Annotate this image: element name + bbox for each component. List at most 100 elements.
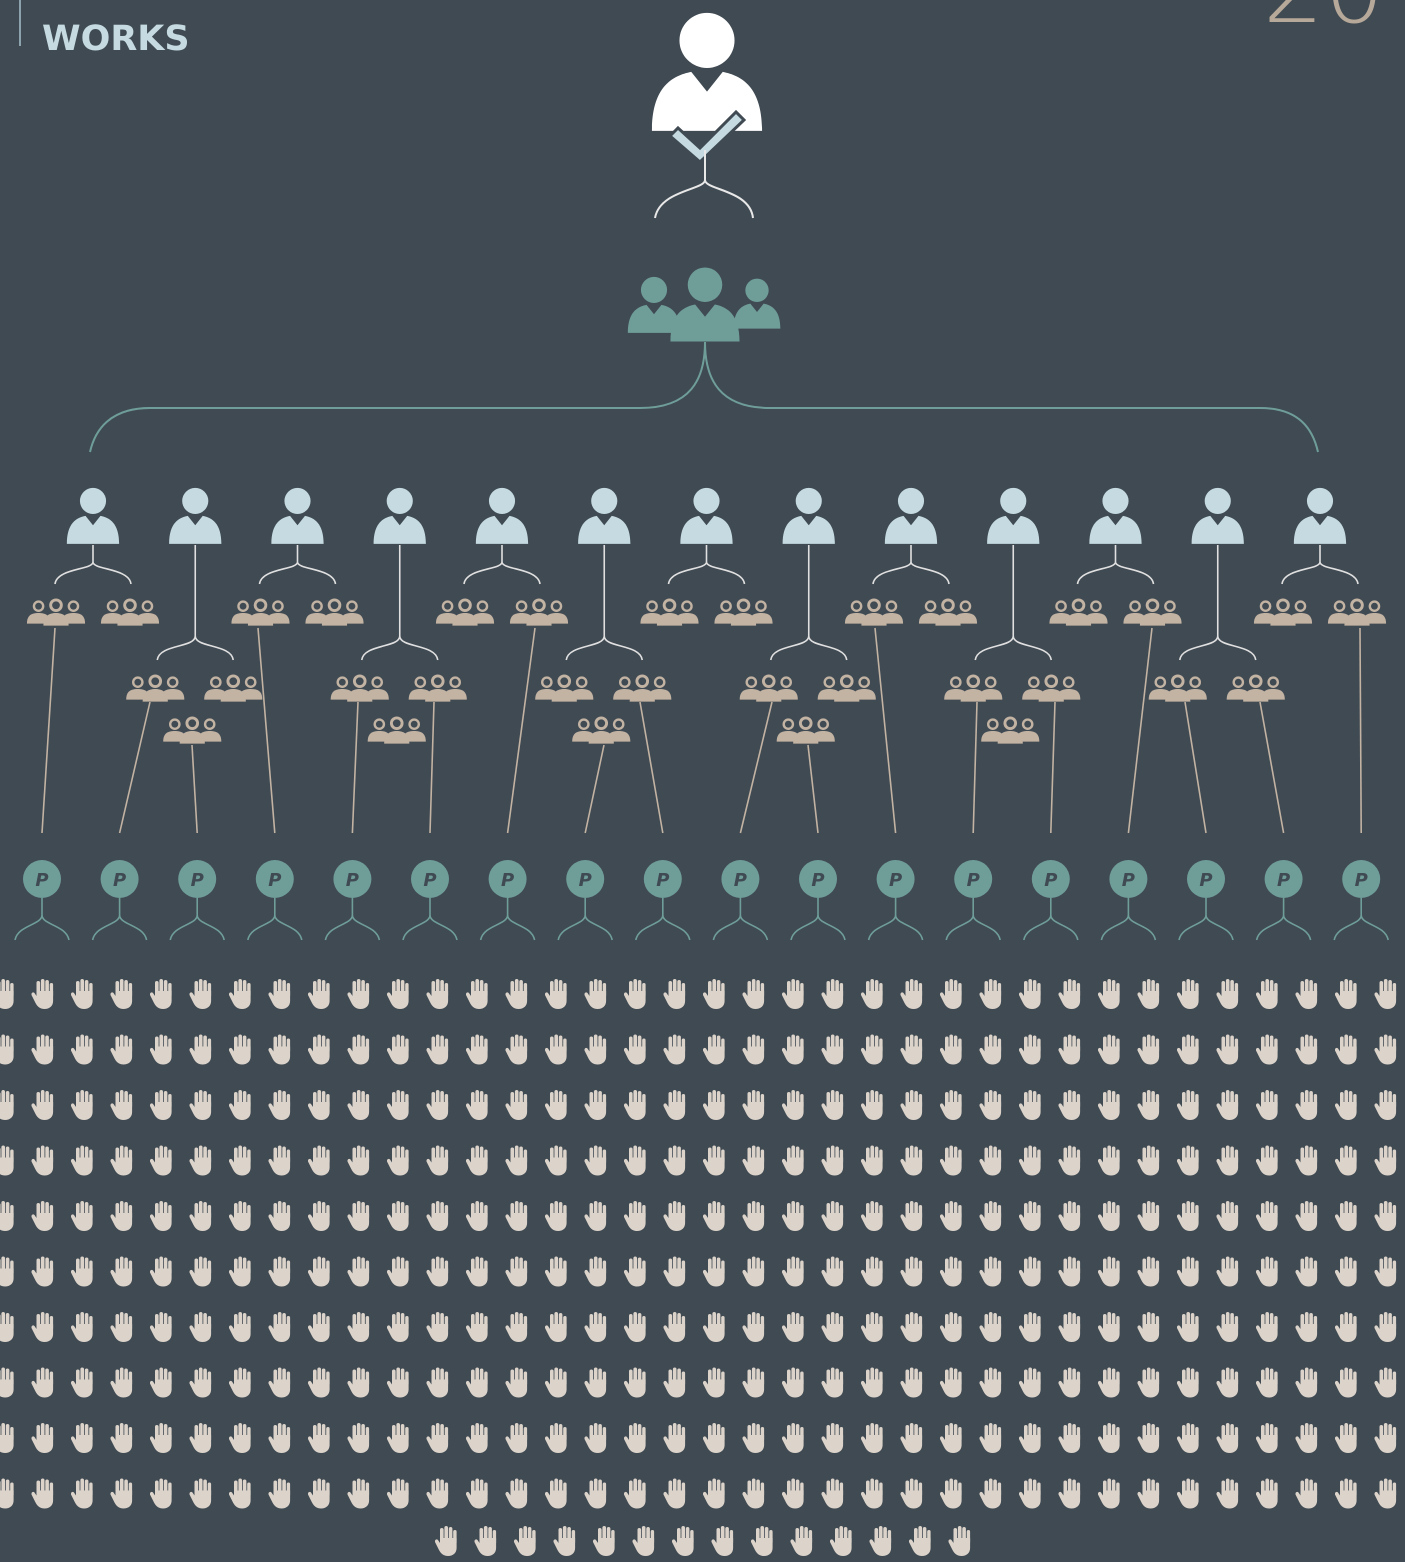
hand-icon bbox=[387, 1423, 409, 1453]
hand-icon bbox=[1019, 1034, 1041, 1065]
member-group bbox=[714, 598, 773, 626]
hand-icon bbox=[308, 1312, 330, 1342]
hand-icon bbox=[861, 1145, 883, 1176]
hand-icon bbox=[584, 1201, 607, 1231]
hand-icon bbox=[308, 1367, 330, 1398]
member-group bbox=[535, 674, 594, 702]
hand-icon bbox=[1058, 1090, 1081, 1120]
hand-icon bbox=[742, 1312, 765, 1342]
badge-label: P bbox=[346, 870, 359, 891]
hand-icon bbox=[1098, 1478, 1120, 1509]
badge-branch bbox=[635, 898, 691, 941]
hand-icon bbox=[545, 1201, 567, 1231]
hand-icon bbox=[229, 1312, 251, 1342]
badge-label: P bbox=[656, 870, 669, 891]
hand-icon bbox=[593, 1526, 615, 1556]
hand-icon bbox=[435, 1526, 457, 1556]
hand-icon bbox=[861, 1423, 883, 1453]
hand-icon bbox=[553, 1526, 576, 1556]
hand-icon bbox=[505, 1034, 528, 1065]
badge-branch bbox=[867, 898, 924, 941]
hand-icon bbox=[663, 1201, 686, 1231]
hand-icon bbox=[782, 1201, 804, 1231]
hand-icon bbox=[110, 1201, 133, 1231]
hand-icon bbox=[1256, 1312, 1278, 1342]
hand-icon bbox=[189, 1478, 212, 1509]
hand-icon bbox=[1137, 979, 1160, 1009]
member-group bbox=[640, 598, 699, 626]
connector bbox=[972, 701, 978, 834]
hand-icon bbox=[979, 979, 1002, 1009]
hand-icon bbox=[229, 1367, 251, 1398]
hand-icon bbox=[1137, 1201, 1160, 1231]
hand-icon bbox=[742, 1145, 765, 1176]
badge bbox=[255, 860, 294, 898]
hand-icon bbox=[900, 979, 923, 1009]
hand-icon bbox=[110, 1478, 133, 1509]
manager-branch bbox=[1178, 545, 1257, 661]
hand-icon bbox=[189, 1367, 212, 1398]
hand-icon bbox=[1098, 1201, 1120, 1231]
hand-icon bbox=[189, 1312, 212, 1342]
hand-icon bbox=[782, 979, 804, 1009]
hand-icon bbox=[711, 1526, 734, 1556]
hand-icon bbox=[466, 1090, 488, 1120]
hand-icon bbox=[742, 1423, 765, 1453]
manager-icon bbox=[66, 487, 120, 544]
hand-icon bbox=[71, 1201, 93, 1231]
hand-icon bbox=[782, 1256, 804, 1287]
hand-icon bbox=[979, 1478, 1002, 1509]
hand-icon bbox=[742, 1034, 765, 1065]
member-group bbox=[330, 674, 389, 702]
hand-icon bbox=[1137, 1478, 1160, 1509]
hand-icon bbox=[1374, 1256, 1397, 1287]
badge-branch bbox=[712, 898, 769, 941]
hand-icon bbox=[940, 1256, 962, 1287]
hand-icon bbox=[545, 1145, 567, 1176]
hand-icon bbox=[940, 1312, 962, 1342]
hand-icon bbox=[821, 1145, 844, 1176]
hand-icon bbox=[545, 1478, 567, 1509]
manager-branch bbox=[360, 545, 439, 661]
hand-icon bbox=[347, 979, 370, 1009]
hand-icon bbox=[0, 1145, 14, 1176]
connector bbox=[351, 701, 359, 834]
hand-icon bbox=[940, 1145, 962, 1176]
hand-icon bbox=[31, 1423, 54, 1453]
member-group bbox=[1253, 598, 1313, 626]
member-group bbox=[509, 598, 569, 626]
hand-icon bbox=[742, 1478, 765, 1509]
member-group bbox=[26, 598, 86, 626]
member-group bbox=[776, 716, 835, 744]
hand-icon bbox=[189, 979, 212, 1009]
manager-icon bbox=[578, 487, 631, 544]
hand-icon bbox=[466, 1034, 488, 1065]
hand-icon bbox=[821, 1256, 844, 1287]
member-group bbox=[1022, 674, 1081, 702]
hand-icon bbox=[229, 979, 251, 1009]
connector bbox=[874, 627, 897, 834]
hand-icon bbox=[150, 1145, 172, 1176]
hand-icon bbox=[268, 979, 291, 1009]
hand-icon bbox=[71, 979, 93, 1009]
hand-icon bbox=[505, 1478, 528, 1509]
hand-icon bbox=[1058, 1201, 1081, 1231]
badge-branch bbox=[945, 898, 1001, 941]
hand-icon bbox=[1019, 1256, 1041, 1287]
hand-icon bbox=[1098, 1034, 1120, 1065]
hand-icon bbox=[189, 1090, 212, 1120]
badge bbox=[721, 860, 760, 898]
hand-icon bbox=[1335, 979, 1357, 1009]
hand-icon bbox=[268, 1312, 291, 1342]
member-group bbox=[1123, 598, 1182, 626]
member-group bbox=[305, 598, 364, 626]
hand-icon bbox=[1098, 1367, 1120, 1398]
connector bbox=[584, 744, 605, 834]
hand-icon bbox=[1137, 1256, 1160, 1287]
hand-icon bbox=[821, 1312, 844, 1342]
badge bbox=[876, 860, 915, 898]
hand-icon bbox=[387, 1145, 409, 1176]
hand-icon bbox=[624, 1201, 646, 1231]
